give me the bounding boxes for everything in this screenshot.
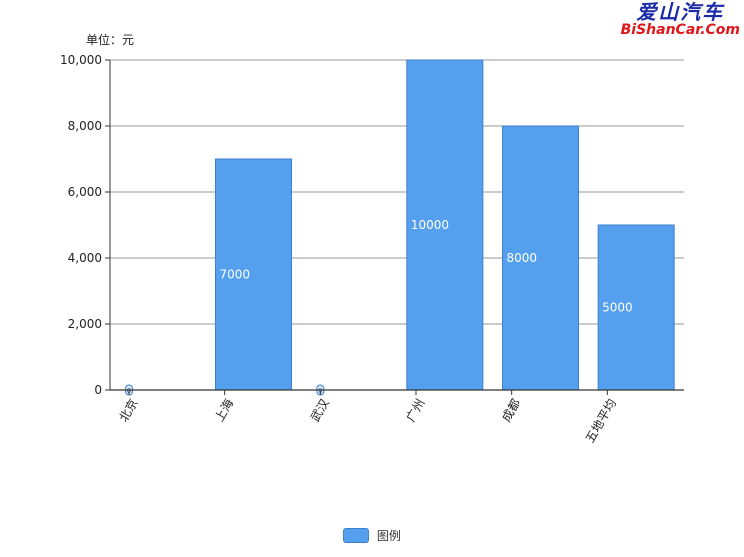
legend-label: 图例 xyxy=(376,529,401,543)
watermark-en: BiShanCar.Com xyxy=(620,22,740,38)
bar-value-label: 8000 xyxy=(507,251,538,265)
y-tick-label: 0 xyxy=(94,383,102,397)
bar-value-label: 5000 xyxy=(602,301,633,315)
bar xyxy=(597,224,675,391)
x-tick-label: 北京 xyxy=(116,397,140,425)
watermark-cn: 爱山汽车 xyxy=(636,0,725,24)
x-tick-label: 广州 xyxy=(403,397,427,425)
unit-label: 单位：元 xyxy=(86,33,135,47)
bar-value-label: 10000 xyxy=(411,218,449,232)
x-tick-label: 五地平均 xyxy=(583,397,619,446)
y-tick-label: 2,000 xyxy=(68,317,102,331)
y-tick-label: 8,000 xyxy=(68,119,102,133)
x-tick-label: 武汉 xyxy=(308,397,332,425)
legend: 图例 xyxy=(0,527,744,544)
bar-value-label: 7000 xyxy=(220,268,251,282)
y-tick-label: 10,000 xyxy=(60,53,102,67)
bar xyxy=(406,59,484,391)
legend-swatch xyxy=(343,528,370,543)
y-tick-label: 6,000 xyxy=(68,185,102,199)
x-tick-label: 成都 xyxy=(499,397,523,425)
x-tick-label: 上海 xyxy=(211,396,236,424)
bar xyxy=(215,158,292,391)
bar xyxy=(502,125,579,391)
watermark-logo: 爱山汽车 BiShanCar.Com xyxy=(621,2,740,37)
y-tick-label: 4,000 xyxy=(68,251,102,265)
